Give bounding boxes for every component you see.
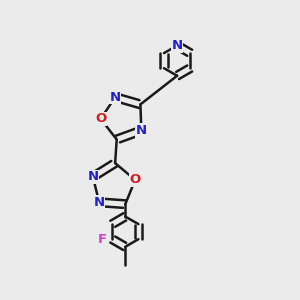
Text: N: N — [87, 170, 98, 183]
Text: N: N — [172, 39, 183, 52]
Text: N: N — [94, 196, 105, 209]
Text: O: O — [130, 173, 141, 186]
Text: N: N — [110, 91, 121, 104]
Text: O: O — [95, 112, 106, 125]
Text: F: F — [98, 233, 107, 246]
Text: N: N — [136, 124, 147, 137]
